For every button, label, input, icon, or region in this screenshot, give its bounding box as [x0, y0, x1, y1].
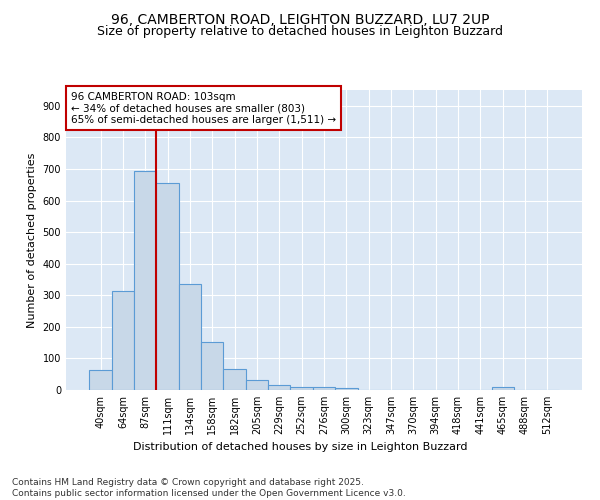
Text: Size of property relative to detached houses in Leighton Buzzard: Size of property relative to detached ho… [97, 25, 503, 38]
Text: 96 CAMBERTON ROAD: 103sqm
← 34% of detached houses are smaller (803)
65% of semi: 96 CAMBERTON ROAD: 103sqm ← 34% of detac… [71, 92, 336, 124]
Bar [201, 342, 223, 390]
Bar [290, 387, 313, 390]
Text: Contains HM Land Registry data © Crown copyright and database right 2025.
Contai: Contains HM Land Registry data © Crown c… [12, 478, 406, 498]
Bar [179, 284, 201, 390]
Bar [246, 380, 268, 390]
Bar [89, 370, 112, 390]
Bar [335, 388, 358, 390]
Bar [268, 384, 290, 390]
Bar [313, 388, 335, 390]
Bar [112, 292, 134, 390]
Bar [134, 170, 157, 390]
Y-axis label: Number of detached properties: Number of detached properties [27, 152, 37, 328]
Text: Distribution of detached houses by size in Leighton Buzzard: Distribution of detached houses by size … [133, 442, 467, 452]
Bar [491, 388, 514, 390]
Text: 96, CAMBERTON ROAD, LEIGHTON BUZZARD, LU7 2UP: 96, CAMBERTON ROAD, LEIGHTON BUZZARD, LU… [111, 12, 489, 26]
Bar [157, 183, 179, 390]
Bar [223, 368, 246, 390]
